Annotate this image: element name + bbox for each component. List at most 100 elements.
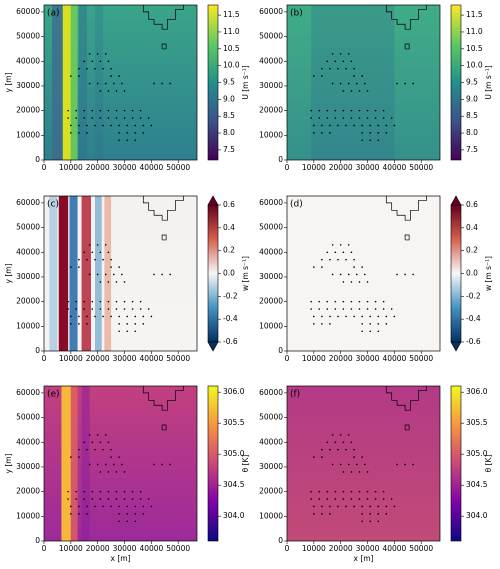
turbine [96, 463, 99, 466]
turbine [390, 498, 393, 500]
turbine [342, 90, 345, 92]
turbine [369, 139, 372, 142]
colorbar-body [450, 204, 462, 343]
turbine [123, 498, 126, 500]
turbine [110, 67, 112, 70]
field [44, 196, 197, 351]
field [44, 386, 197, 541]
turbine [393, 124, 396, 127]
turbine [99, 441, 102, 444]
turbine [126, 520, 129, 523]
turbine [115, 308, 118, 310]
turbine [147, 117, 150, 119]
turbine [358, 471, 361, 473]
turbine [339, 434, 342, 436]
colorbar-tick-label: 10.5 [223, 44, 240, 53]
turbine [393, 505, 396, 508]
panel-label: (b) [290, 9, 303, 19]
colorbar-tick-label: 9.5 [223, 78, 235, 87]
coastline [385, 196, 427, 221]
y-tick-label: 40000 [259, 56, 283, 65]
x-tick-label: 40000 [139, 354, 163, 363]
colorbar-tick-label: 0.4 [466, 223, 478, 232]
turbine [364, 82, 366, 85]
x-tick-label: 30000 [113, 163, 137, 172]
turbine [366, 471, 369, 473]
turbine [321, 258, 323, 261]
turbine [139, 490, 142, 493]
panel-label: (d) [290, 200, 303, 210]
turbine [131, 117, 134, 119]
turbine [350, 251, 353, 254]
turbine [142, 323, 145, 325]
turbine [102, 258, 104, 261]
turbine [99, 251, 102, 254]
turbine [70, 513, 72, 515]
panel: 0 10000 20000 30000 40000 5000001000020000300… [4, 385, 250, 563]
turbine [99, 60, 102, 63]
turbine [86, 505, 88, 508]
y-tick-label: 30000 [16, 462, 40, 471]
turbine [331, 434, 334, 436]
colorbar-tick-label: -0.2 [223, 291, 238, 300]
turbine [412, 82, 414, 85]
turbine [70, 266, 72, 268]
axes-frame [43, 4, 198, 161]
island [161, 234, 167, 241]
turbine [361, 323, 363, 325]
turbine [334, 441, 337, 444]
x-tick-label: 30000 [356, 354, 380, 363]
turbine [361, 139, 363, 142]
x-tick-label: 0 [285, 544, 290, 553]
x-tick-label: 20000 [329, 354, 353, 363]
turbine [385, 315, 388, 318]
turbine [334, 251, 337, 254]
turbine [342, 308, 345, 310]
turbine [369, 124, 372, 127]
turbine [321, 505, 323, 508]
turbine [107, 471, 110, 473]
turbine [99, 308, 102, 310]
turbine [121, 463, 123, 466]
turbine [366, 109, 369, 112]
colorbar-tick-label: 305.0 [466, 449, 488, 458]
turbine [134, 139, 137, 142]
turbine [142, 513, 145, 515]
y-tick-label: 40000 [259, 437, 283, 446]
turbine [153, 463, 155, 466]
turbine [107, 60, 110, 63]
turbine [88, 244, 91, 246]
turbine [369, 513, 372, 515]
turbine [321, 124, 323, 127]
turbine [78, 448, 80, 451]
turbine [126, 124, 129, 127]
turbine [342, 441, 345, 444]
turbine [99, 490, 102, 493]
colorbar-label: θ [K] [241, 455, 250, 473]
colorbar-body [450, 4, 462, 161]
turbine [104, 244, 107, 246]
colorbar-tick-label: 10.0 [466, 61, 483, 70]
turbine [99, 498, 102, 500]
turbine [75, 490, 78, 493]
y-axis-label: y [m] [4, 453, 13, 473]
y-tick-label: 40000 [16, 247, 40, 256]
turbine [75, 300, 78, 303]
turbine [78, 75, 80, 77]
turbine [412, 273, 414, 276]
y-tick-label: 20000 [259, 106, 283, 115]
turbine [313, 75, 315, 77]
turbine [96, 434, 99, 436]
island [404, 43, 410, 50]
turbine [374, 300, 377, 303]
field-feature [78, 5, 87, 160]
turbine [326, 300, 329, 303]
y-tick-label: 10000 [16, 130, 40, 139]
x-tick-label: 10000 [302, 544, 326, 553]
colorbar-body [207, 4, 219, 161]
turbine [331, 82, 334, 85]
turbine [110, 505, 112, 508]
colorbar-tick-label: -0.2 [466, 291, 481, 300]
turbine [83, 300, 86, 303]
turbine [342, 109, 345, 112]
